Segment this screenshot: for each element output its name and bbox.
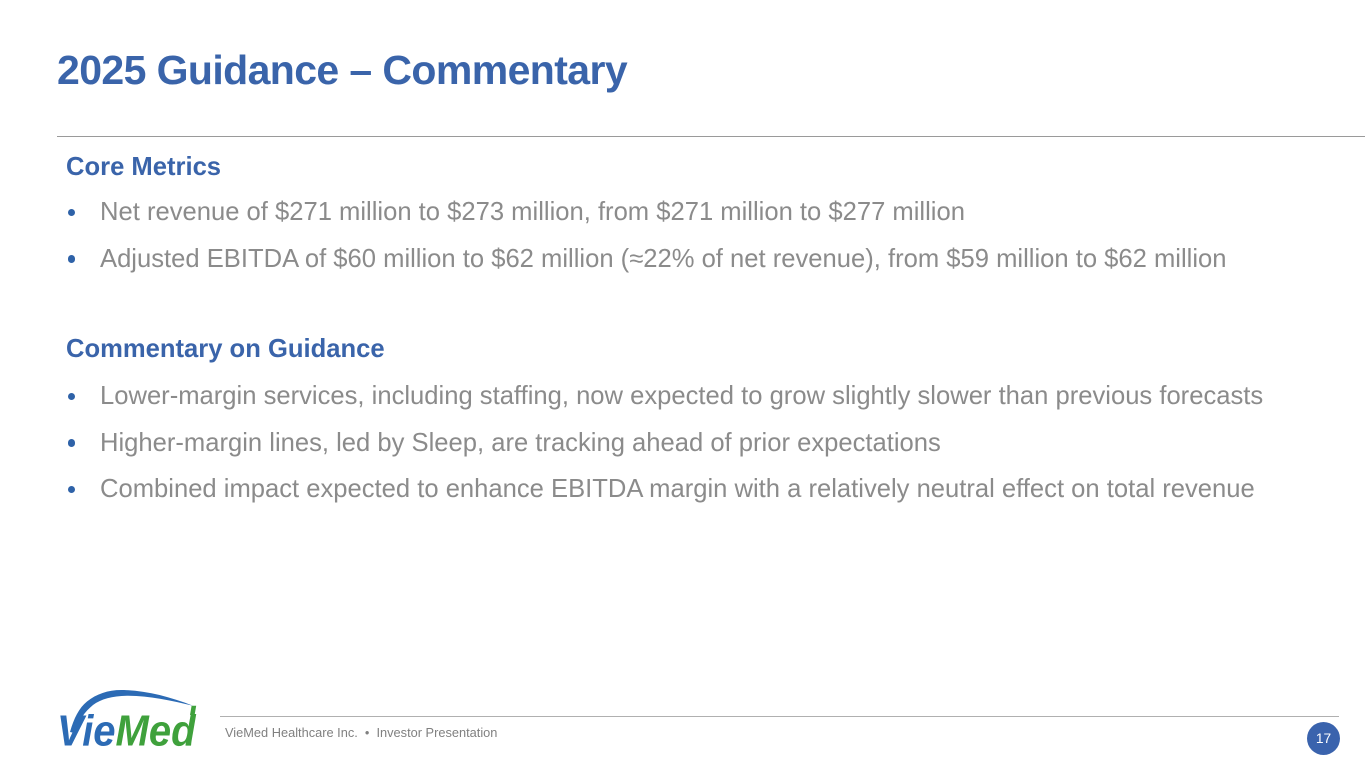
svg-text:VieMed: VieMed [57,706,197,750]
